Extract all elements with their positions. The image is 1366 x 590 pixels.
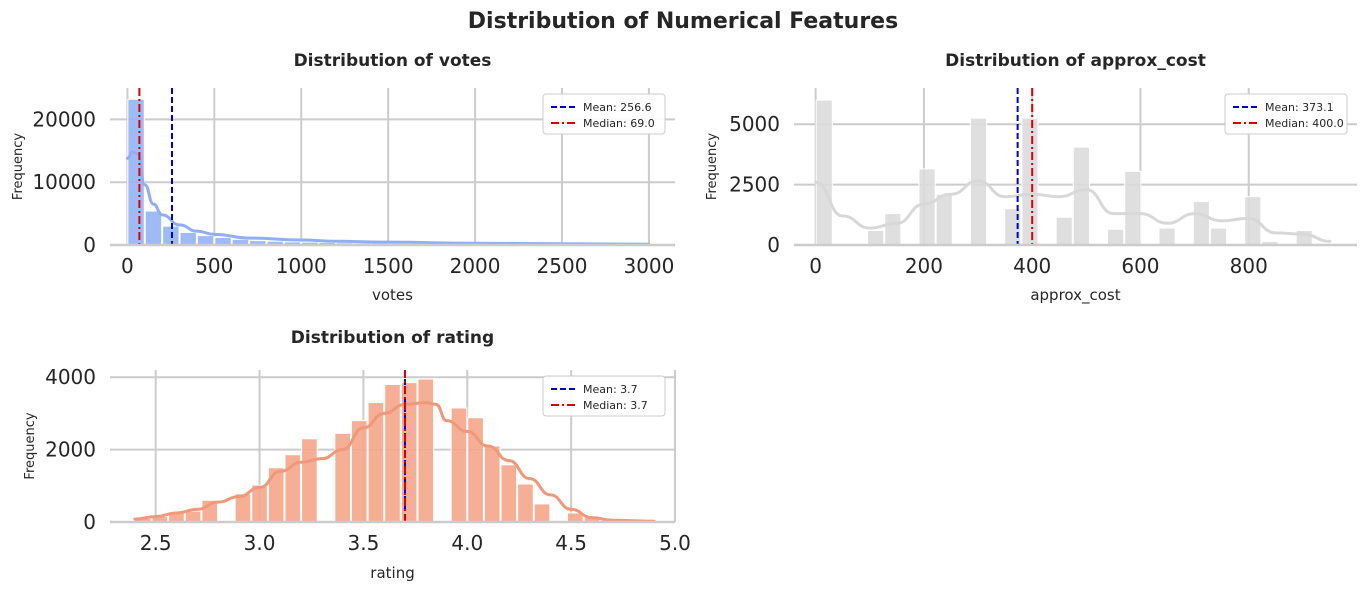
x-tick-label: 3.0 xyxy=(244,531,276,555)
y-tick-label: 0 xyxy=(767,233,780,257)
x-axis-label: votes xyxy=(372,286,413,304)
histogram-bar xyxy=(144,210,163,246)
x-tick-label: 800 xyxy=(1230,254,1268,278)
x-tick-label: 2000 xyxy=(450,254,501,278)
y-tick-label: 0 xyxy=(83,510,96,534)
panel-approx_cost: 0 200 400 600 800 0 2500 5000 Distribution of ap… xyxy=(705,51,1357,305)
x-tick-label: 5.0 xyxy=(659,531,691,555)
y-tick-label: 10000 xyxy=(32,170,96,194)
legend-median-label: Median: 69.0 xyxy=(583,117,655,130)
x-tick-label: 1500 xyxy=(363,254,414,278)
y-tick-label: 4000 xyxy=(45,365,96,389)
figure-title: Distribution of Numerical Features xyxy=(468,9,898,34)
legend-median-label: Median: 400.0 xyxy=(1265,117,1344,130)
panel-title: Distribution of approx_cost xyxy=(945,51,1206,71)
y-tick-label: 5000 xyxy=(729,112,780,136)
histogram-bar xyxy=(533,503,551,523)
x-tick-label: 4.0 xyxy=(451,531,483,555)
histogram-bar xyxy=(815,99,833,246)
legend-median-label: Median: 3.7 xyxy=(583,399,648,412)
histogram-bar xyxy=(417,378,435,523)
legend: Mean: 256.6 Median: 69.0 xyxy=(542,93,666,135)
histogram-bar xyxy=(1107,228,1125,246)
histogram-bar xyxy=(1055,216,1073,246)
histogram-bar xyxy=(301,438,318,523)
y-axis-label: Frequency xyxy=(11,133,26,200)
legend: Mean: 373.1 Median: 400.0 xyxy=(1224,93,1348,135)
histogram-bar xyxy=(196,235,215,246)
histogram-bar xyxy=(867,230,885,246)
x-tick-label: 1000 xyxy=(276,254,327,278)
x-tick-label: 2.5 xyxy=(140,531,172,555)
histogram-bar xyxy=(450,407,468,523)
histogram-bar xyxy=(1021,117,1039,246)
x-tick-label: 200 xyxy=(905,254,943,278)
legend-mean-label: Mean: 373.1 xyxy=(1265,101,1334,114)
x-tick-label: 600 xyxy=(1121,254,1159,278)
histogram-bar xyxy=(935,193,953,246)
histogram-bar xyxy=(500,464,518,523)
panel-title: Distribution of votes xyxy=(294,51,492,71)
x-tick-label: 3000 xyxy=(623,254,674,278)
x-axis-label: approx_cost xyxy=(1030,286,1120,305)
kde-line xyxy=(814,179,1332,243)
histogram-bar xyxy=(251,484,268,523)
panel-rating: 2.5 3.0 3.5 4.0 4.5 5.0 0 2000 4000 Distribution … xyxy=(23,328,691,582)
legend-mean-label: Mean: 256.6 xyxy=(583,101,652,114)
x-tick-label: 2500 xyxy=(537,254,588,278)
x-tick-label: 0 xyxy=(809,254,822,278)
histogram-bar xyxy=(483,445,501,523)
histogram-bar xyxy=(162,225,180,246)
histogram-bar xyxy=(184,510,202,523)
histogram-bar xyxy=(517,483,534,523)
x-tick-label: 4.5 xyxy=(555,531,587,555)
histogram-bar xyxy=(1072,146,1090,246)
x-tick-label: 400 xyxy=(1013,254,1051,278)
x-tick-label: 500 xyxy=(195,254,233,278)
x-tick-label: 0 xyxy=(121,254,134,278)
legend: Mean: 3.7 Median: 3.7 xyxy=(542,375,666,417)
y-tick-label: 2000 xyxy=(45,438,96,462)
histogram-bar xyxy=(918,168,936,246)
panel-votes: 0 500 1000 1500 2000 2500 3000 0 10000 20000 Distr… xyxy=(11,51,675,304)
panel-title: Distribution of rating xyxy=(291,328,494,348)
histogram-bar xyxy=(1124,170,1142,246)
y-tick-label: 0 xyxy=(83,233,96,257)
x-tick-label: 3.5 xyxy=(348,531,380,555)
histogram-bar xyxy=(1209,227,1228,246)
histogram-bar xyxy=(179,231,197,246)
kde-line xyxy=(125,150,651,246)
kde-line xyxy=(133,401,656,523)
histogram-bar xyxy=(884,213,902,246)
y-tick-label: 2500 xyxy=(729,173,780,197)
y-tick-label: 20000 xyxy=(32,107,96,131)
x-axis-label: rating xyxy=(370,564,414,582)
y-axis-label: Frequency xyxy=(705,133,720,200)
y-axis-label: Frequency xyxy=(23,412,38,479)
histogram-bar xyxy=(1158,227,1176,246)
legend-mean-label: Mean: 3.7 xyxy=(583,383,638,396)
histogram-bar xyxy=(1192,201,1210,246)
histogram-bar xyxy=(367,402,385,523)
